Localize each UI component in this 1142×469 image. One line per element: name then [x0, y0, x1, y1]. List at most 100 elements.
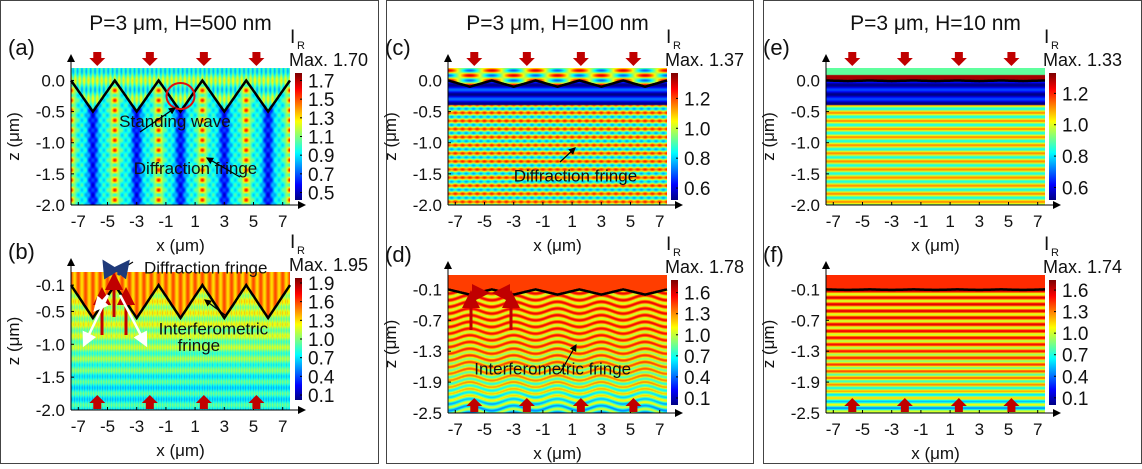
pointer-arrow [205, 157, 241, 178]
colorbar-title: I [666, 27, 671, 48]
x-tick-label: -7 [448, 420, 463, 439]
colorbar-tick-label: 1.6 [1062, 281, 1088, 302]
x-tick-label: -3 [506, 420, 521, 439]
colorbar-tick-label: 1.0 [308, 330, 334, 351]
heatmap-e [826, 68, 1045, 205]
colorbar-tick-label: 0.8 [684, 149, 710, 170]
x-tick-label: -7 [448, 212, 463, 231]
panel-label: (d) [385, 242, 412, 267]
annotation-label: fringe [178, 336, 221, 355]
colorbar-b [295, 278, 302, 400]
colorbar-title: I [1044, 234, 1049, 255]
x-tick-label: -5 [855, 212, 870, 231]
x-tick-label: 5 [1004, 212, 1013, 231]
x-axis-label: x (μm) [911, 444, 960, 463]
colorbar-tick-label: 0.6 [684, 179, 710, 200]
colorbar-a [295, 73, 302, 200]
y-axis-arrow-icon [67, 54, 75, 62]
y-tick-label: -0.7 [791, 311, 820, 330]
colorbar-tick-label: 1.3 [308, 311, 334, 332]
x-tick-label: -1 [913, 420, 928, 439]
grating-profile [69, 78, 292, 114]
colorbar-subscript: R [1051, 247, 1059, 259]
x-tick-label: -1 [913, 212, 928, 231]
scattered-arrow [82, 294, 110, 348]
x-tick-label: -1 [535, 212, 550, 231]
x-tick-label: 1 [945, 420, 954, 439]
y-tick-label: -2.0 [791, 196, 820, 215]
incident-arrow-icon [950, 398, 967, 412]
max-value-label: Max. 1.95 [289, 255, 368, 275]
colorbar-tick-label: 0.6 [1062, 178, 1088, 199]
x-axis-label: x (μm) [156, 441, 205, 460]
x-tick-label: -1 [535, 420, 550, 439]
colorbar-tick-label: 1.0 [1062, 116, 1088, 137]
colorbar-f [1049, 280, 1056, 405]
y-axis-arrow-icon [822, 261, 830, 269]
x-tick-label: 1 [190, 417, 199, 436]
colorbar-subscript: R [673, 40, 681, 52]
x-tick-label: -7 [71, 212, 86, 231]
y-tick-label: -0.5 [791, 103, 820, 122]
colorbar-tick-label: 0.1 [1062, 389, 1088, 410]
colorbar-tick-label: 1.0 [684, 326, 710, 347]
x-tick-label: -1 [158, 212, 173, 231]
x-tick-label: 3 [220, 417, 229, 436]
colorbar-tick-label: 1.6 [684, 284, 710, 305]
incident-arrow-icon [89, 52, 106, 66]
colorbar-title: I [666, 234, 671, 255]
incident-arrow-icon [1003, 398, 1020, 412]
x-tick-label: -3 [129, 417, 144, 436]
colorbar-tick-label: 1.6 [308, 293, 334, 314]
y-tick-label: -1.0 [413, 134, 442, 153]
max-value-label: Max. 1.74 [1043, 257, 1122, 277]
colorbar-tick-label: 0.1 [308, 386, 334, 407]
colorbar-tick-label: 0.1 [684, 389, 710, 410]
max-value-label: Max. 1.33 [1043, 50, 1122, 70]
y-tick-label: -0.7 [413, 311, 442, 330]
x-tick-label: -5 [477, 212, 492, 231]
colorbar-tick-label: 0.8 [1062, 147, 1088, 168]
grating-profile [826, 79, 1045, 83]
y-axis-arrow-icon [444, 261, 452, 269]
annotation-label: Standing wave [119, 112, 231, 131]
incident-arrow-icon [195, 52, 212, 66]
x-tick-label: -3 [129, 212, 144, 231]
x-tick-label: 1 [945, 212, 954, 231]
incident-arrow-icon [89, 395, 106, 409]
y-tick-label: -1.9 [413, 373, 442, 392]
incident-arrow-icon [141, 395, 158, 409]
annotation-label: Diffraction fringe [144, 258, 267, 277]
grating-profile [447, 79, 668, 88]
colorbar-subscript: R [297, 245, 305, 257]
incident-arrow-icon [195, 395, 212, 409]
x-tick-label: 7 [655, 420, 664, 439]
x-tick-label: -5 [100, 212, 115, 231]
y-tick-label: -2.0 [36, 401, 65, 420]
y-tick-label: 0.0 [418, 71, 442, 90]
x-axis-label: x (μm) [911, 236, 960, 255]
heatmap-c [448, 68, 667, 205]
panel-label: (a) [8, 35, 35, 60]
max-value-label: Max. 1.70 [289, 50, 368, 70]
x-tick-label: -3 [884, 420, 899, 439]
colorbar-subscript: R [1051, 40, 1059, 52]
x-tick-label: 1 [190, 212, 199, 231]
x-tick-label: 5 [249, 417, 258, 436]
y-axis-label: z (μm) [381, 320, 400, 369]
panel-title: P=3 μm, H=10 nm [850, 12, 1021, 35]
y-axis-arrow-icon [444, 54, 452, 62]
colorbar-tick-label: 0.9 [308, 146, 334, 167]
annotation-label: Interferometric [159, 319, 269, 338]
x-tick-label: -1 [158, 417, 173, 436]
annotation-label: Diffraction fringe [514, 166, 637, 185]
x-tick-label: 5 [626, 420, 635, 439]
x-tick-label: 1 [567, 420, 576, 439]
incident-arrow-icon [518, 52, 535, 66]
highlight-circle [165, 82, 196, 111]
x-tick-label: -7 [71, 417, 86, 436]
incident-arrow-icon [896, 398, 913, 412]
x-axis-label: x (μm) [156, 236, 205, 255]
heatmap-f [826, 275, 1045, 413]
incident-arrow-icon [844, 398, 861, 412]
